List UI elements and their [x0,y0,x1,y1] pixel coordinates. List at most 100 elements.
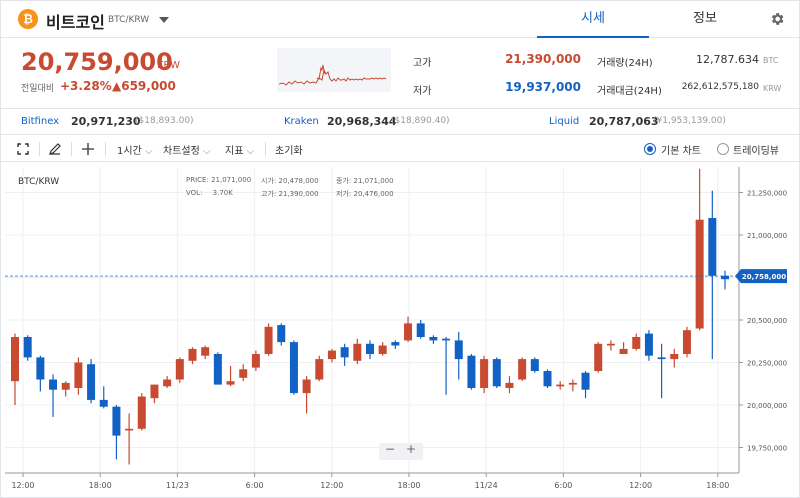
candle-body [391,342,400,346]
candle-body [670,354,679,360]
x-tick-label: 12:00 [320,481,343,490]
chevron-down-icon: ⌵ [243,146,255,157]
candle-body [644,333,653,356]
info-open-value: 20,478,000 [278,177,319,185]
current-price-label: 20,758,000 [742,273,786,281]
info-vol-value: 3.70K [212,189,233,197]
current-price-tag [735,269,787,284]
basic-chart-label[interactable]: 기본 차트 [661,146,701,157]
candle-body [708,218,717,276]
candle-body [213,354,222,385]
candle-body [632,337,641,349]
zoom-out-button[interactable]: − [384,442,396,456]
candle-body [340,347,349,358]
candle-body [682,330,691,354]
candle-body [137,396,146,429]
indicators-label: 지표 [225,146,244,157]
candle-body [695,219,704,329]
interval-label: 1시간 [117,146,142,157]
candle-body [454,340,463,360]
candle-body [721,275,729,280]
tab-info[interactable]: 정보 [693,11,717,26]
y-tick-label: 21,250,000 [747,190,787,198]
exchange-name[interactable]: Kraken [284,116,319,127]
toolbar-divider [39,142,40,156]
zoom-in-button[interactable]: + [405,442,417,456]
y-tick-label: 20,250,000 [747,360,787,368]
y-tick-label: 21,000,000 [747,232,787,240]
indicators-menu[interactable]: 지표 ⌵ [225,142,254,157]
candle-body [378,345,387,354]
tab-price[interactable]: 시세 [537,1,649,38]
info-open-label: 시가: [261,177,277,185]
candle-body [49,379,58,390]
chart-pair-label: BTC/KRW [18,177,60,187]
zoom-controls: − + [379,442,423,460]
chevron-down-icon: ⌵ [199,146,211,157]
candle-body [327,350,336,360]
candle-body [277,325,286,343]
coin-pair[interactable]: BTC/KRW [108,15,150,25]
ohlc-info-close: 종가: 21,071,000 [336,176,394,186]
x-tick-label: 6:00 [554,481,572,490]
exchange-name[interactable]: Bitfinex [21,116,60,127]
candlestick-chart-area[interactable]: 19,750,000 20,000,000 20,250,000 20,500,000… [1,163,800,498]
candle-body [518,359,527,380]
chart-settings-menu[interactable]: 차트설정 ⌵ [163,142,211,157]
prev-day-label: 전일대비 [21,84,55,94]
candle-body [61,382,70,390]
info-high-label: 고가: [261,190,277,198]
candle-body [201,347,210,356]
x-tick-label: 18:00 [397,481,420,490]
low-label: 저가 [413,86,432,97]
candle-body [11,337,19,382]
exchange-foreign-price: (¥1,953,139.00) [653,116,726,126]
chevron-down-icon[interactable] [159,17,169,23]
exchange-foreign-price: ($18,890.40) [391,116,450,126]
amount-unit: KRW [763,84,782,93]
y-tick-label: 20,500,000 [747,317,787,325]
gear-icon[interactable] [769,11,785,27]
coin-name[interactable]: 비트코인 [46,13,105,32]
tradingview-radio[interactable] [717,143,729,155]
candle-body [594,343,603,371]
candle-body [36,357,45,380]
crosshair-icon[interactable] [81,142,95,156]
volume-label: 거래량(24H) [597,58,653,69]
interval-select[interactable]: 1시간 ⌵ [117,142,153,157]
candle-body [505,382,514,388]
basic-chart-radio[interactable] [644,143,656,155]
candle-body [467,355,476,388]
candle-body [23,337,32,358]
candle-body [87,364,96,400]
pencil-icon[interactable] [48,142,62,156]
candle-body [556,384,565,387]
candle-body [480,359,489,388]
x-tick-label: 11/23 [166,481,189,490]
candle-body [581,372,590,390]
x-tick-label: 12:00 [629,481,652,490]
candle-body [99,399,108,407]
fullscreen-icon[interactable] [17,143,29,155]
candle-body [404,323,413,341]
candle-body [606,343,615,346]
current-price: 20,759,000 [21,48,173,76]
candle-body [289,342,298,394]
candle-body [239,369,248,378]
candle-body [112,406,121,436]
high-value: 21,390,000 [505,52,581,66]
candle-body [125,428,134,431]
header-bar: ₿ 비트코인 BTC/KRW 시세 정보 [1,1,799,38]
change-amount: ▲659,000 [112,79,176,93]
candle-body [543,371,552,387]
candle-body [442,338,451,341]
chevron-down-icon: ⌵ [141,146,153,157]
exchange-name[interactable]: Liquid [549,116,580,127]
reset-button[interactable]: 초기화 [275,146,303,157]
exchange-price: 20,971,230 [71,115,141,128]
exchange-prices: Bitfinex 20,971,230 ($18,893.00) Kraken … [1,110,799,135]
exchange-price: 20,787,063 [589,115,659,128]
tradingview-label[interactable]: 트레이딩뷰 [733,146,779,157]
candlestick-chart[interactable]: 19,750,000 20,000,000 20,250,000 20,500,000… [1,163,800,498]
info-price-value: 21,071,000 [211,176,252,184]
